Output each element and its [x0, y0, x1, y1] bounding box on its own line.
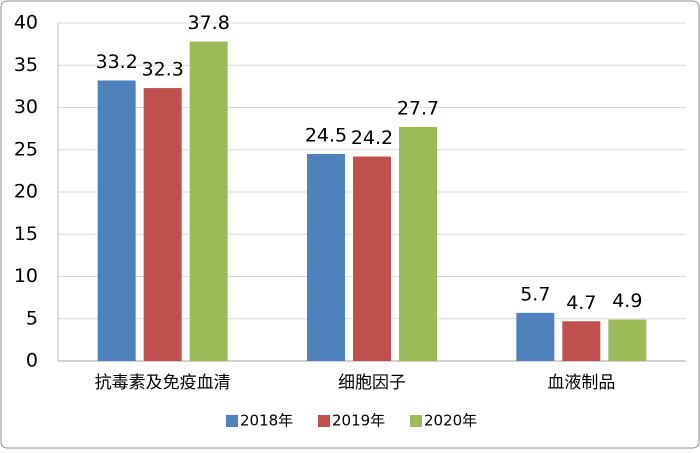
y-tick-label: 0 [26, 350, 38, 372]
bar [516, 312, 555, 361]
x-tick-label: 血液制品 [547, 373, 615, 393]
data-label: 37.8 [188, 12, 230, 34]
y-tick-label: 30 [14, 96, 38, 118]
data-label: 32.3 [142, 59, 184, 81]
y-tick-label: 10 [14, 265, 38, 287]
bar [307, 153, 345, 361]
data-label: 4.7 [566, 292, 596, 314]
bar [353, 156, 391, 361]
bar [608, 319, 647, 361]
y-tick-label: 25 [14, 138, 38, 160]
y-tick-label: 35 [14, 54, 38, 76]
legend-label: 2019年 [332, 412, 385, 430]
bar [189, 41, 228, 362]
data-label: 5.7 [520, 283, 550, 305]
data-label: 4.9 [612, 290, 642, 312]
y-tick-label: 15 [14, 223, 38, 245]
legend-label: 2018年 [240, 412, 293, 430]
legend-label: 2020年 [424, 412, 477, 430]
legend-swatch [318, 415, 330, 427]
bar [399, 126, 437, 361]
legend-swatch [410, 415, 422, 427]
data-label: 24.5 [305, 124, 347, 146]
data-label: 24.2 [351, 127, 393, 149]
y-tick-label: 20 [14, 181, 38, 203]
x-tick-label: 抗毒素及免疫血清 [95, 373, 231, 393]
x-tick-label: 细胞因子 [338, 373, 406, 393]
data-label: 27.7 [397, 97, 439, 119]
bar [562, 321, 601, 361]
y-tick-label: 5 [26, 307, 38, 329]
bar [143, 88, 182, 361]
y-tick-label: 40 [14, 12, 38, 34]
legend-swatch [226, 415, 238, 427]
data-label: 33.2 [96, 51, 138, 73]
bar [97, 80, 136, 362]
